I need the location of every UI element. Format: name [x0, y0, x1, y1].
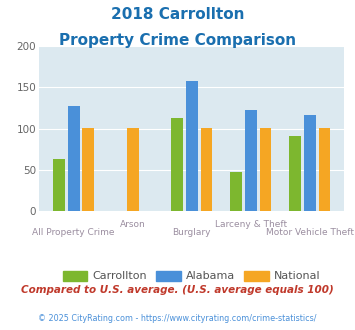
Text: © 2025 CityRating.com - https://www.cityrating.com/crime-statistics/: © 2025 CityRating.com - https://www.city…	[38, 314, 317, 323]
Text: All Property Crime: All Property Crime	[32, 228, 115, 237]
Bar	[319, 128, 331, 211]
Legend: Carrollton, Alabama, National: Carrollton, Alabama, National	[58, 266, 325, 286]
Text: Arson: Arson	[120, 219, 146, 229]
Bar	[53, 159, 65, 211]
Text: 2018 Carrollton: 2018 Carrollton	[111, 7, 244, 21]
Bar	[230, 172, 242, 211]
Bar	[82, 128, 94, 211]
Bar	[186, 81, 198, 211]
Bar	[304, 115, 316, 211]
Text: Larceny & Theft: Larceny & Theft	[215, 219, 287, 229]
Bar	[201, 128, 212, 211]
Bar	[171, 118, 183, 211]
Bar	[127, 128, 138, 211]
Bar	[68, 106, 80, 211]
Text: Compared to U.S. average. (U.S. average equals 100): Compared to U.S. average. (U.S. average …	[21, 285, 334, 295]
Bar	[245, 110, 257, 211]
Bar	[260, 128, 272, 211]
Text: Property Crime Comparison: Property Crime Comparison	[59, 33, 296, 48]
Text: Motor Vehicle Theft: Motor Vehicle Theft	[266, 228, 354, 237]
Text: Burglary: Burglary	[173, 228, 211, 237]
Bar	[289, 136, 301, 211]
